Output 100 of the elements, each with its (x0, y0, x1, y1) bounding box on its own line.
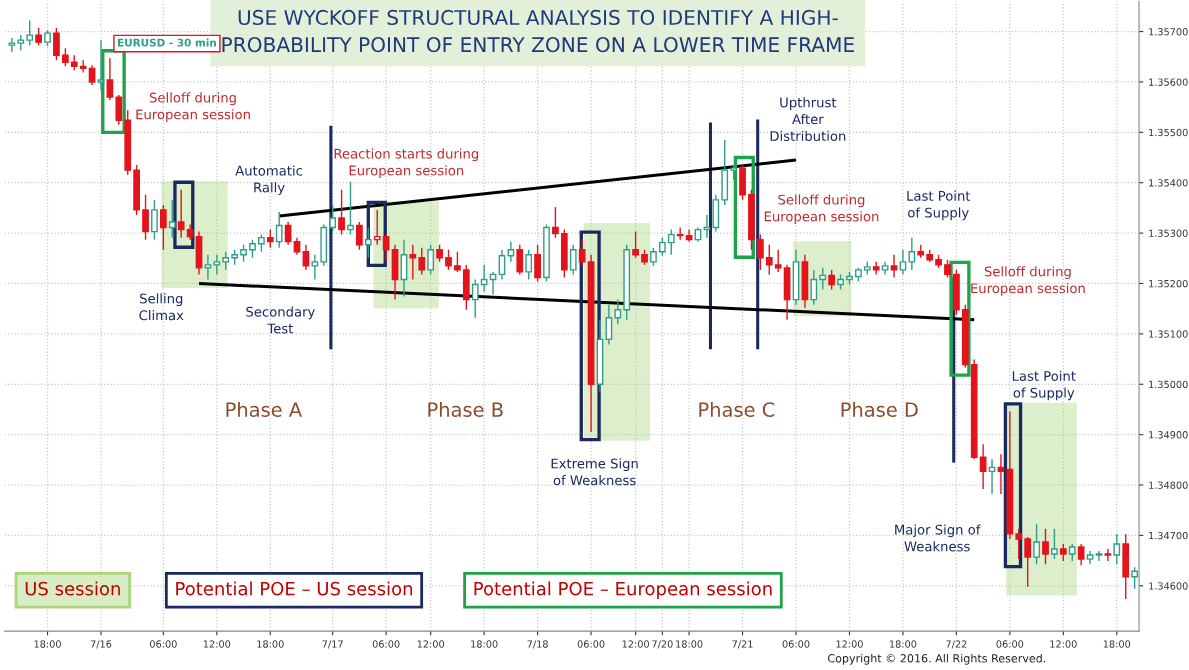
x-tick-label: 06:00 (577, 640, 605, 648)
candlestick (1042, 528, 1049, 565)
x-tick-label: 7/22 (946, 640, 967, 649)
candlestick (454, 251, 461, 273)
candlestick (534, 243, 541, 283)
candlestick (142, 194, 149, 241)
annotation: Automatic Rally (235, 165, 303, 195)
candlestick (168, 199, 176, 239)
candlestick (516, 243, 524, 276)
candlestick (498, 249, 506, 281)
candlestick (213, 254, 221, 276)
candlestick (1024, 536, 1032, 588)
candlestick (61, 47, 69, 68)
annotation: Phase D (841, 401, 918, 417)
y-tick-label: 1.34700 (1149, 531, 1188, 540)
candlestick (667, 228, 675, 256)
candlestick (676, 226, 684, 241)
candlestick (338, 189, 345, 236)
candlestick (8, 37, 16, 53)
candlestick (311, 254, 319, 281)
x-tick-label: 18:00 (676, 640, 703, 648)
y-tick-label: 1.35700 (1149, 28, 1188, 36)
y-tick-label: 1.35600 (1149, 78, 1188, 86)
y-tick-label: 1.34800 (1149, 481, 1188, 489)
y-tick-label: 1.35100 (1149, 330, 1188, 338)
annotation: Upthrust After Distribution (770, 97, 846, 141)
candlestick (97, 39, 105, 91)
candlestick (480, 264, 488, 293)
candlestick (427, 243, 435, 276)
candlestick (266, 228, 274, 249)
annotation: Selling Climax (139, 293, 184, 321)
candlestick (819, 267, 827, 291)
x-tick-label: 06:00 (149, 640, 177, 648)
candlestick (329, 204, 337, 233)
y-tick-label: 1.35500 (1149, 128, 1188, 137)
candlestick (569, 243, 577, 276)
candlestick (605, 303, 613, 346)
x-tick-label: 7/18 (527, 640, 548, 649)
x-tick-label: 06:00 (996, 640, 1024, 648)
annotation: Selloff during European session (971, 266, 1085, 296)
candlestick (908, 236, 916, 271)
candlestick (1033, 523, 1040, 565)
annotation: Potential POE – European session (474, 581, 772, 599)
y-tick-label: 1.35300 (1149, 229, 1188, 237)
candlestick (302, 243, 310, 271)
annotation: Last Point of Supply (907, 190, 971, 221)
x-tick-label: 18:00 (1103, 640, 1131, 648)
candlestick (890, 254, 898, 279)
x-tick-label: 7/16 (90, 640, 112, 649)
candlestick (1131, 566, 1138, 590)
annotation: Potential POE – US session (176, 581, 413, 596)
candlestick (1095, 550, 1103, 562)
candlestick (614, 298, 622, 325)
y-tick-label: 1.34900 (1149, 431, 1188, 439)
candlestick (347, 181, 354, 236)
y-tick-label: 1.35000 (1149, 380, 1188, 389)
candlestick (1113, 533, 1121, 565)
candlestick (249, 238, 256, 259)
candlestick (26, 19, 34, 46)
y-tick-label: 1.34600 (1149, 582, 1188, 590)
candlestick (774, 249, 782, 273)
annotation: EURUSD - 30 min (118, 38, 216, 47)
candlestick (159, 204, 167, 251)
annotation: Extreme Sign of Weakness (551, 458, 638, 486)
annotation: Phase B (428, 401, 503, 417)
x-tick-label: 12:00 (203, 640, 231, 648)
x-tick-label: 18:00 (34, 640, 61, 648)
candlestick (765, 243, 773, 276)
x-tick-label: 06:00 (372, 640, 400, 648)
candlestick (106, 57, 114, 101)
annotation: Phase A (226, 401, 302, 417)
x-tick-label: 7/21 (732, 640, 753, 649)
candlestick (1077, 543, 1085, 566)
candlestick (632, 230, 639, 259)
text: USE WYCKOFF STRUCTURAL ANALYSIS TO IDENTIFY A HIGH- PROBABILITY POINT OF ENTRY ZONE ON A LOWER TIME FRAME (222, 9, 854, 53)
annotation: Reaction starts during European session (334, 148, 479, 178)
x-tick-label: 18:00 (889, 640, 917, 648)
candlestick (364, 226, 372, 259)
candlestick (222, 251, 230, 271)
annotation: Secondary Test (246, 306, 315, 334)
x-tick-label: 12:00 (417, 640, 445, 648)
candlestick (445, 249, 452, 271)
candlestick (88, 64, 96, 86)
candlestick (356, 221, 363, 251)
candlestick (650, 247, 657, 267)
candlestick (115, 94, 123, 126)
candlestick (1104, 548, 1112, 562)
annotation: Last Point of Supply (1012, 370, 1076, 401)
candlestick (1051, 528, 1058, 560)
candlestick (418, 247, 426, 276)
x-tick-label: 7/20 (652, 640, 673, 649)
candlestick (471, 278, 479, 319)
annotation: Phase C (699, 401, 775, 417)
candlestick (151, 199, 158, 241)
candlestick (79, 59, 87, 74)
candlestick (810, 269, 818, 306)
candlestick (756, 233, 764, 271)
text: Copyright © 2016. All Rights Reserved. (828, 653, 1046, 665)
candlestick (1015, 528, 1023, 560)
candlestick (53, 27, 60, 61)
